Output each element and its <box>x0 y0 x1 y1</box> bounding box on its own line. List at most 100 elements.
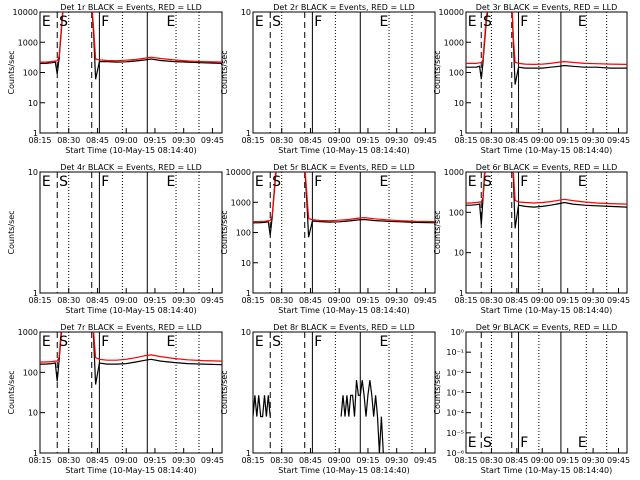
annotation: E <box>468 14 477 30</box>
x-tick-label: 09:30 <box>385 456 408 465</box>
y-axis-label: Counts/sec <box>433 210 442 254</box>
annotation: E <box>166 174 175 190</box>
series-line <box>40 332 222 363</box>
y-tick-label: 10 <box>454 249 464 258</box>
x-tick-label: 09:15 <box>356 296 379 305</box>
y-axis-label: Counts/sec <box>220 50 229 94</box>
x-tick-label: 09:00 <box>328 456 351 465</box>
annotation: F <box>101 334 109 350</box>
x-tick-label: 08:15 <box>454 456 477 465</box>
x-tick-label: 09:45 <box>201 296 224 305</box>
y-tick-label: 1 <box>246 129 251 138</box>
annotation: E <box>166 14 175 30</box>
x-axis-label: Start Time (10-May-15 08:14:40) <box>278 306 409 315</box>
x-tick-label: 08:15 <box>28 296 51 305</box>
x-tick-label: 08:15 <box>28 136 51 145</box>
x-tick-label: 09:15 <box>556 456 579 465</box>
x-tick-label: 08:30 <box>57 296 80 305</box>
x-tick-label: 09:30 <box>172 456 195 465</box>
series-line <box>466 12 627 85</box>
x-tick-label: 09:30 <box>172 136 195 145</box>
x-tick-label: 08:15 <box>454 296 477 305</box>
x-axis-label: Start Time (10-May-15 08:14:40) <box>481 146 612 155</box>
y-tick-label: 10 <box>241 259 251 268</box>
x-tick-label: 09:45 <box>414 456 437 465</box>
y-tick-label: 10000 <box>226 168 251 177</box>
plot-frame <box>39 171 223 294</box>
annotation: S <box>483 174 492 190</box>
y-tick-label: 10 <box>28 409 38 418</box>
x-tick-label: 08:30 <box>57 456 80 465</box>
x-tick-label: 08:45 <box>86 296 109 305</box>
y-tick-label: 10 <box>241 328 251 337</box>
chart-title: Det 3r BLACK = Events, RED = LLD <box>476 3 618 12</box>
y-axis-label: Counts/sec <box>7 370 16 414</box>
y-tick-label: 1000 <box>18 328 38 337</box>
y-tick-label: 1 <box>459 289 464 298</box>
x-tick-label: 09:45 <box>607 296 630 305</box>
x-tick-label: 09:30 <box>582 136 605 145</box>
series-line <box>253 172 435 238</box>
annotation: E <box>255 14 264 30</box>
x-tick-label: 08:30 <box>270 296 293 305</box>
y-tick-label: 1 <box>33 289 38 298</box>
series-line <box>466 172 627 205</box>
plot-frame <box>252 11 436 134</box>
x-tick-label: 08:15 <box>454 136 477 145</box>
y-tick-label: 1000 <box>231 198 251 207</box>
x-axis-label: Start Time (10-May-15 08:14:40) <box>278 146 409 155</box>
x-tick-label: 09:15 <box>356 456 379 465</box>
y-axis-label: Counts/sec <box>433 50 442 94</box>
y-tick-label: 1000 <box>444 38 464 47</box>
x-axis-label: Start Time (10-May-15 08:14:40) <box>481 306 612 315</box>
x-tick-label: 09:45 <box>414 136 437 145</box>
y-tick-label: 100 <box>236 229 251 238</box>
y-tick-label: 100 <box>449 208 464 217</box>
annotation: E <box>379 334 388 350</box>
x-tick-label: 08:45 <box>505 136 528 145</box>
y-tick-label: 10⁻⁴ <box>446 409 464 418</box>
plot-frame <box>465 171 628 294</box>
x-tick-label: 09:00 <box>531 296 554 305</box>
x-tick-label: 09:15 <box>143 456 166 465</box>
annotation: F <box>520 14 528 30</box>
y-tick-label: 1 <box>33 449 38 458</box>
x-tick-label: 09:30 <box>172 296 195 305</box>
chart-title: Det 8r BLACK = Events, RED = LLD <box>273 323 415 332</box>
annotation: E <box>578 14 587 30</box>
x-tick-label: 08:15 <box>241 456 264 465</box>
x-tick-label: 08:30 <box>270 136 293 145</box>
chart-title: Det 1r BLACK = Events, RED = LLD <box>60 3 202 12</box>
annotation: E <box>468 435 477 451</box>
annotation: S <box>59 174 68 190</box>
annotation: F <box>520 435 528 451</box>
annotation: E <box>166 334 175 350</box>
annotation: F <box>314 174 322 190</box>
series-line <box>40 12 222 63</box>
x-tick-label: 08:30 <box>480 136 503 145</box>
annotation: E <box>42 174 51 190</box>
x-tick-label: 08:15 <box>241 136 264 145</box>
annotation: F <box>314 334 322 350</box>
x-tick-label: 09:15 <box>143 136 166 145</box>
x-tick-label: 08:45 <box>505 296 528 305</box>
chart-title: Det 2r BLACK = Events, RED = LLD <box>273 3 415 12</box>
series-line <box>253 380 384 453</box>
x-tick-label: 08:45 <box>505 456 528 465</box>
annotation: S <box>272 14 281 30</box>
y-tick-label: 10⁰ <box>451 328 464 337</box>
y-tick-label: 1 <box>459 129 464 138</box>
plot-frame <box>465 11 628 134</box>
y-axis-label: Counts/sec <box>7 210 16 254</box>
x-tick-label: 09:00 <box>328 296 351 305</box>
x-tick-label: 08:30 <box>57 136 80 145</box>
y-tick-label: 1 <box>246 289 251 298</box>
panel: 1 10 100 1000 08:15 08:30 08:45 09:00 09:15 09:30… <box>433 163 630 315</box>
annotation: E <box>468 174 477 190</box>
x-axis-label: Start Time (10-May-15 08:14:40) <box>65 466 196 475</box>
